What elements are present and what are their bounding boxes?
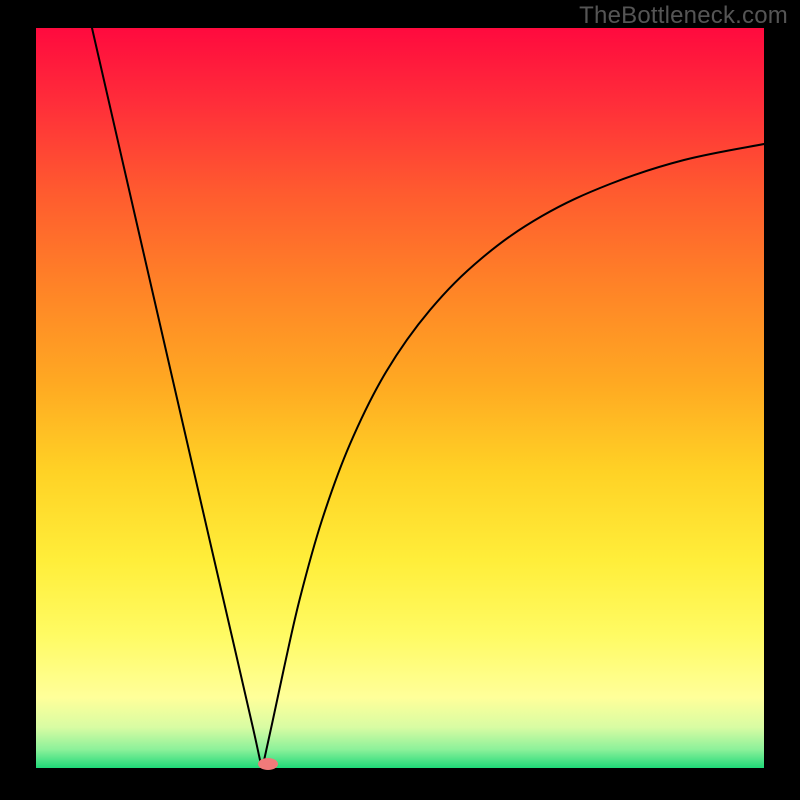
dip-marker	[258, 758, 278, 770]
chart-svg	[0, 0, 800, 800]
chart-stage: TheBottleneck.com	[0, 0, 800, 800]
plot-background	[36, 28, 764, 768]
